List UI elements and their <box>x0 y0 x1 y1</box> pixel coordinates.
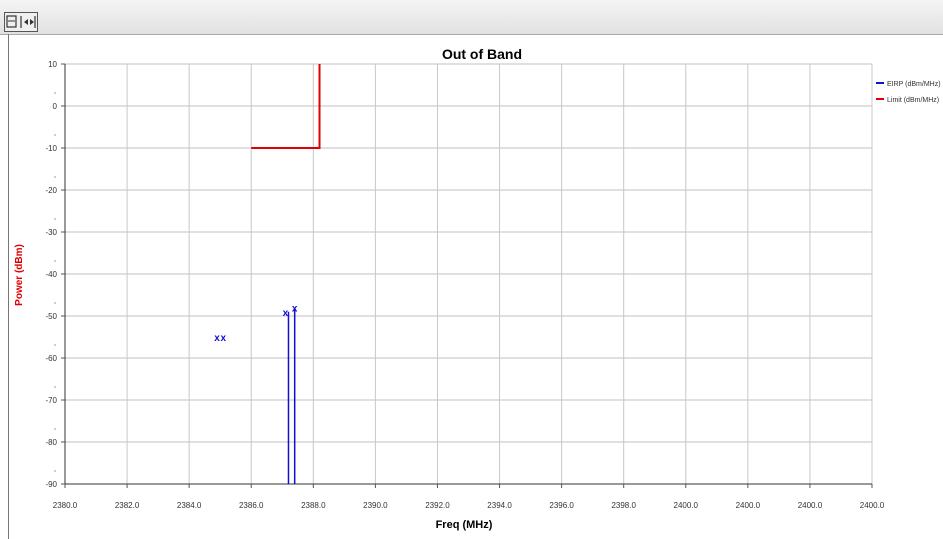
y-tick-label: 10 <box>48 60 57 69</box>
y-tick-label: -20 <box>45 186 57 195</box>
y-minor-dot <box>54 386 56 388</box>
y-tick-label: -40 <box>45 270 57 279</box>
split-view-icon[interactable] <box>4 12 38 32</box>
x-tick-label: 2394.0 <box>487 501 512 510</box>
x-tick-label: 2400.0 <box>674 501 699 510</box>
y-minor-dot <box>54 260 56 262</box>
x-tick-label: 2392.0 <box>425 501 450 510</box>
x-tick-label: 2400.0 <box>860 501 885 510</box>
x-axis-title: Freq (MHz) <box>436 519 493 531</box>
eirp-marker: x <box>292 304 298 315</box>
y-tick-label: -90 <box>45 480 57 489</box>
y-minor-dot <box>54 134 56 136</box>
y-tick-label: -50 <box>45 312 57 321</box>
grid <box>64 63 873 485</box>
y-minor-dot <box>54 470 56 472</box>
legend: EIRP (dBm/MHz) Limit (dBm/MHz) <box>876 81 941 104</box>
y-minor-dot <box>54 218 56 220</box>
chart-title: Out of Band <box>442 46 522 62</box>
x-tick-label: 2384.0 <box>177 501 202 510</box>
y-minor-dot <box>54 92 56 94</box>
x-tick-label: 2386.0 <box>239 501 264 510</box>
x-tick-label: 2396.0 <box>549 501 574 510</box>
x-tick-label: 2400.0 <box>798 501 823 510</box>
x-ticks: 2380.0 2382.0 2384.0 2386.0 2388.0 2390.0 2392… <box>53 484 885 510</box>
y-axis-title: Power (dBm) <box>14 244 25 306</box>
x-tick-label: 2382.0 <box>115 501 140 510</box>
x-tick-label: 2388.0 <box>301 501 326 510</box>
x-tick-label: 2380.0 <box>53 501 78 510</box>
toolbar <box>0 0 943 35</box>
y-minor-dot <box>54 428 56 430</box>
y-minor-dot <box>54 176 56 178</box>
y-minor-dot <box>54 302 56 304</box>
x-tick-label: 2390.0 <box>363 501 388 510</box>
series: x xx x <box>214 64 321 484</box>
eirp-marker: x <box>221 333 227 344</box>
legend-label-eirp: EIRP (dBm/MHz) <box>887 81 941 88</box>
y-tick-label: -70 <box>45 396 57 405</box>
y-tick-label: -10 <box>45 144 57 153</box>
y-tick-label: -30 <box>45 228 57 237</box>
y-ticks: 10 0 -10 -20 -30 -40 -50 -60 -70 -80 -90 <box>45 60 65 489</box>
legend-label-limit: Limit (dBm/MHz) <box>887 97 939 104</box>
y-tick-label: -80 <box>45 438 57 447</box>
y-tick-label: 0 <box>53 102 58 111</box>
x-tick-label: 2398.0 <box>611 501 636 510</box>
limit-line <box>251 64 321 149</box>
frame-border <box>8 34 9 539</box>
x-tick-label: 2400.0 <box>736 501 761 510</box>
y-tick-label: -60 <box>45 354 57 363</box>
y-minor-dot <box>54 344 56 346</box>
eirp-marker: x <box>283 308 289 319</box>
eirp-marker: x <box>214 333 220 344</box>
